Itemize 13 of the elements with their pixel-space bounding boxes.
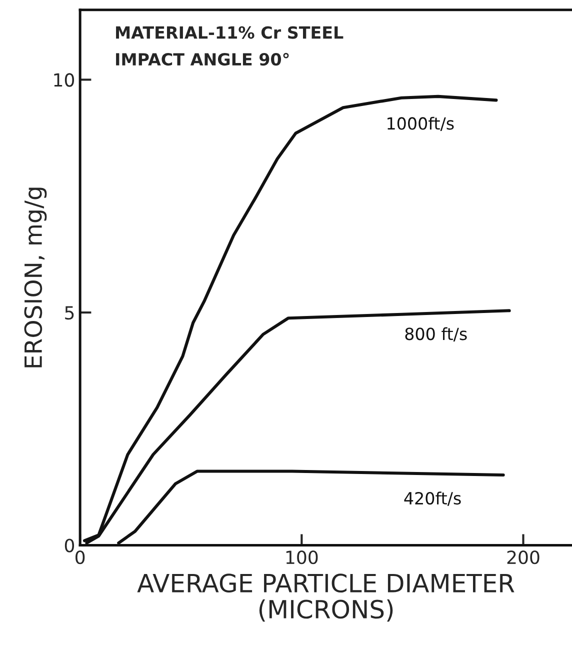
y-tick-label: 0 <box>64 538 74 552</box>
x-tick-label: 200 <box>507 550 540 564</box>
x-tick-label: 100 <box>286 550 318 564</box>
x-tick-label: 0 <box>76 550 85 564</box>
series-label: 1000ft/s <box>388 116 454 132</box>
annotation: MATERIAL-11% Cr STEEL <box>116 26 344 39</box>
annotation: IMPACT ANGLE 90° <box>116 52 289 66</box>
x-axis-title: AVERAGE PARTICLE DIAMETER (MICRONS) <box>137 574 514 622</box>
series-label: 800 ft/s <box>405 327 467 342</box>
series-label: 420ft/s <box>404 492 461 506</box>
y-axis-title: EROSION, mg/g <box>24 188 47 368</box>
y-tick-label: 10 <box>54 73 74 87</box>
y-tick-label: 5 <box>65 306 74 320</box>
